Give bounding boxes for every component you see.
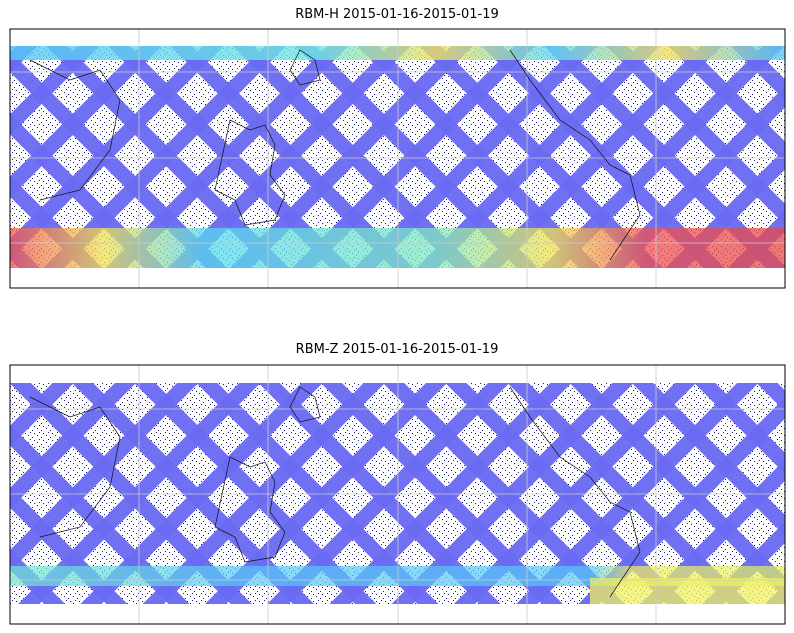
flux-band: [10, 228, 785, 268]
map-panel: RBM-H 2015-01-16-2015-01-19: [9, 7, 786, 289]
graticule: [10, 29, 785, 288]
map-frame: [9, 364, 786, 625]
graticule: [10, 365, 785, 624]
map-frame: [9, 28, 786, 289]
flux-band: [10, 46, 785, 60]
coastlines: [29, 386, 641, 598]
map-panel: RBM-Z 2015-01-16-2015-01-19: [9, 342, 786, 625]
coastlines: [29, 49, 641, 261]
panel-title: RBM-Z 2015-01-16-2015-01-19: [296, 342, 499, 357]
flux-band: [590, 578, 785, 604]
panel-title: RBM-H 2015-01-16-2015-01-19: [295, 7, 499, 22]
